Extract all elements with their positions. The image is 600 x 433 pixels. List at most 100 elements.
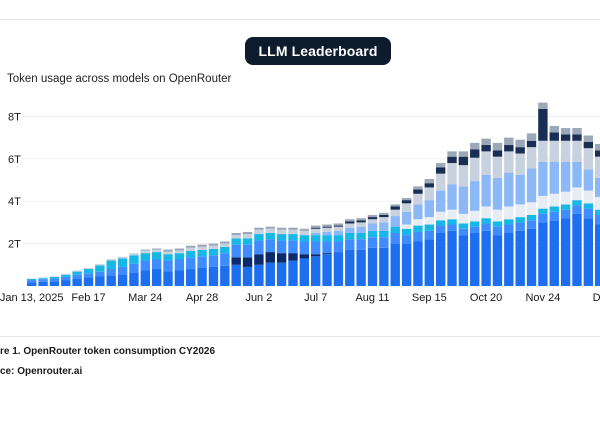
bar-segment: [83, 267, 94, 270]
bar-segment: [515, 174, 525, 205]
bar-segment: [322, 224, 332, 227]
bar-segment: [231, 235, 241, 239]
bar-segment: [401, 243, 412, 286]
bar-segment: [242, 257, 253, 267]
chart-subtitle: Token usage across models on OpenRouter: [7, 73, 232, 85]
bar-segment: [49, 276, 60, 277]
bar-segment: [356, 233, 366, 240]
bar-segment: [583, 190, 594, 204]
bar-segment: [413, 241, 423, 286]
bar-segment: [276, 262, 287, 286]
bar-segment: [470, 149, 480, 158]
bar-segment: [504, 145, 514, 152]
bar-segment: [458, 223, 469, 229]
bar-segment: [538, 108, 548, 141]
bar-segment: [379, 217, 389, 223]
bar-segment: [174, 253, 185, 260]
bar-segment: [38, 277, 48, 279]
bar-segment: [288, 227, 298, 230]
bar-segment: [140, 249, 150, 251]
bar-segment: [504, 233, 514, 286]
bar-segment: [299, 230, 310, 236]
bar-segment: [526, 228, 537, 286]
bar-segment: [560, 209, 571, 219]
bar-segment: [390, 204, 400, 207]
bar-segment: [470, 233, 480, 286]
bar-segment: [231, 257, 241, 265]
bar-segment: [492, 235, 503, 286]
bar-segment: [140, 250, 150, 254]
bar-segment: [174, 250, 185, 254]
bar-segment: [504, 219, 514, 225]
bar-segment: [356, 249, 366, 286]
bar-segment: [390, 226, 400, 233]
bar-segment: [276, 234, 287, 241]
bar-segment: [583, 218, 594, 286]
bar-segment: [367, 219, 378, 224]
bar-segment: [470, 221, 480, 227]
bar-segment: [72, 271, 82, 275]
bar-segment: [595, 143, 600, 151]
bar-segment: [186, 247, 196, 252]
x-axis-ticks: Jan 13, 2025 Feb 17 Mar 24 Apr 28 Jun 2 Jul 7…: [0, 292, 600, 304]
bar-segment: [345, 223, 355, 228]
x-tick-label: Apr 28: [186, 292, 218, 304]
bar-segment: [129, 253, 139, 256]
bar-segment: [220, 243, 230, 247]
bar-segment: [424, 217, 434, 225]
bar-segment: [458, 228, 469, 236]
bar-segment: [254, 227, 264, 230]
bar-segment: [515, 153, 525, 175]
bar-segment: [129, 272, 139, 286]
bar-segment: [538, 195, 548, 209]
bar-segment: [401, 203, 412, 212]
bar-segment: [447, 151, 457, 157]
bar-segment: [390, 233, 400, 244]
bar-segment: [356, 222, 366, 227]
bar-segment: [515, 230, 525, 286]
bar-segment: [583, 169, 594, 191]
bar-segment: [447, 209, 457, 220]
bar-segment: [356, 239, 366, 250]
bar-segment: [61, 280, 71, 286]
bar-segment: [435, 167, 446, 174]
bar-segment: [322, 231, 332, 236]
bar-segment: [72, 274, 82, 279]
bar-segment: [276, 253, 287, 263]
bar-segment: [572, 134, 582, 141]
bar-segment: [424, 224, 434, 231]
top-divider: [0, 19, 600, 20]
bar-segment: [413, 231, 423, 242]
bar-segment: [322, 226, 332, 228]
bar-segment: [401, 235, 412, 244]
bar-segment: [583, 208, 594, 219]
bar-segment: [276, 229, 287, 235]
bar-segment: [367, 247, 378, 286]
bar-segment: [538, 222, 548, 286]
bar-segment: [572, 161, 582, 188]
bar-segment: [38, 278, 48, 280]
bar-segment: [481, 174, 491, 207]
bar-segment: [572, 140, 582, 162]
bar-segment: [413, 219, 423, 226]
bar-segment: [458, 165, 469, 187]
leaderboard-title: LLM Leaderboard: [258, 43, 378, 59]
bar-segment: [197, 249, 207, 257]
x-tick-label: Jun 2: [245, 292, 272, 304]
bar-segment: [538, 161, 548, 196]
bar-segment: [413, 225, 423, 232]
bar-segment: [276, 240, 287, 254]
bar-segment: [492, 156, 503, 178]
bar-segment: [560, 140, 571, 162]
bar-segment: [140, 253, 150, 261]
bar-segment: [435, 190, 446, 212]
bar-segment: [106, 269, 116, 276]
bar-segment: [83, 269, 94, 274]
bar-segment: [117, 256, 128, 259]
bar-segment: [470, 210, 480, 222]
y-axis-ticks: 2T 4T 6T 8T: [8, 111, 21, 250]
bar-segment: [299, 241, 310, 255]
x-tick-label: Oct 20: [470, 292, 502, 304]
bar-segment: [583, 148, 594, 170]
bar-segment: [197, 244, 207, 247]
